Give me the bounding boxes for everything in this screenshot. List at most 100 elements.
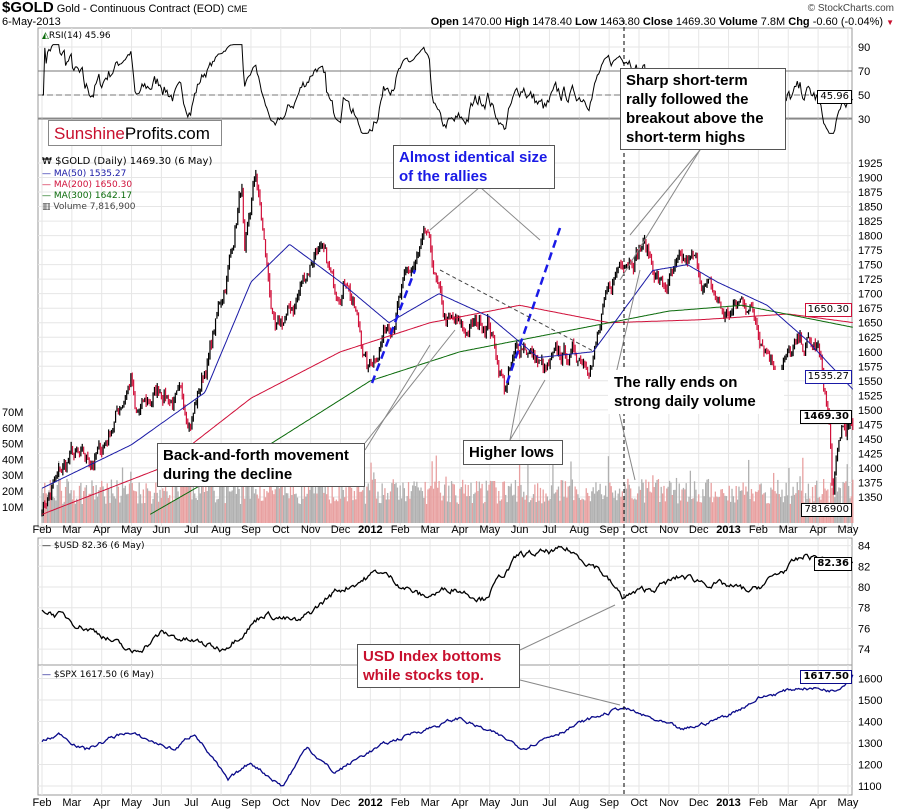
legend-ma300: — MA(300) 1642.17 [42,191,133,201]
x-tick: Jun [153,524,171,536]
spx-tick: 1300 [858,738,882,750]
x-tick: Jul [184,797,198,809]
rally-size-line [370,269,417,384]
x-tick: Apr [451,524,468,536]
x-tick: May [121,524,142,536]
usd-tag: 82.36 [814,557,852,571]
x-tick: Apr [810,797,827,809]
x-tick: Aug [570,797,590,809]
gold-tick: 1500 [858,405,882,417]
ohlc-key: High [504,16,533,28]
x-tick: Mar [779,524,798,536]
x-tick: Dec [331,524,351,536]
ohlc-key: Low [575,16,601,28]
annotation-sharp-rally: Sharp short-term rally followed the brea… [620,68,786,150]
logo-part1: Sunshine [54,124,125,143]
x-tick: Apr [93,797,110,809]
usd-tick: 80 [858,582,870,594]
x-tick: Sep [599,797,619,809]
gold-tick: 1575 [858,361,882,373]
down-arrow-icon: ▼ [886,18,894,27]
annotation-pointer [479,186,541,241]
gold-tick: 1675 [858,303,882,315]
x-tick: Mar [62,797,81,809]
usd-legend-text: $USD 82.36 (6 May) [53,541,145,551]
x-tick: Oct [272,524,289,536]
x-tick: Aug [211,524,231,536]
rsi-tick: 90 [858,42,870,54]
ohlc-value-low: 1463.80 [600,16,643,28]
ohlc-key: Chg [788,16,813,28]
gold-tick: 1800 [858,231,882,243]
spx-tick: 1200 [858,760,882,772]
sunshine-profits-logo: SunshineProfits.com [48,120,222,146]
spx-tick: 1500 [858,695,882,707]
rally-size-line [505,227,562,384]
annotation-pointer [364,344,431,451]
x-tick: 2012 [358,524,382,536]
annotation-pointer [614,269,641,379]
x-tick: Feb [391,797,410,809]
x-tick: Aug [211,797,231,809]
gold-tick: 1775 [858,245,882,257]
chart-title: $GOLD Gold - Continuous Contract (EOD) C… [2,0,247,17]
gold-tick: 1600 [858,347,882,359]
rsi-legend-text: RSI(14) 45.96 [48,31,111,41]
usd-line [41,545,854,654]
rsi-icon: ◭ [42,31,49,41]
spx-tick: 1600 [858,674,882,686]
ohlc-key: Close [642,16,676,28]
annotation-usd-bottoms: USD Index bottoms while stocks top. [357,644,520,688]
x-tick: Nov [659,797,679,809]
x-tick: Sep [599,524,619,536]
gold-tick: 1825 [858,216,882,228]
close-tag: 1469.30 [800,410,852,424]
ma200-label: MA(200) 1650.30 [53,180,133,190]
x-tick: Mar [421,524,440,536]
rsi-tag: 45.96 [817,90,852,104]
x-tick: Jun [511,524,529,536]
ma300-label: MA(300) 1642.17 [53,191,133,201]
volume-tag: 7816900 [801,503,852,517]
x-tick: Mar [421,797,440,809]
spx-line [41,674,854,787]
annotation-pointer [629,149,701,236]
gold-tick: 1550 [858,376,882,388]
x-tick: Apr [451,797,468,809]
x-tick: Sep [241,797,261,809]
x-tick: Mar [62,524,81,536]
x-tick: Oct [272,797,289,809]
volume-tick: 40M [2,454,23,466]
annotation-rally-ends: The rally ends on strong daily volume [608,370,784,414]
exchange: CME [227,4,248,14]
x-tick: May [479,797,500,809]
rsi-tick: 70 [858,66,870,78]
volume-tick: 60M [2,423,23,435]
ohlc-key: Volume [718,16,761,28]
ohlc-value-high: 1478.40 [532,16,576,28]
x-tick: Feb [33,524,52,536]
annotation-identical-rallies: Almost identical size of the rallies [393,145,555,189]
x-tick: Apr [810,524,827,536]
rsi-tick: 30 [858,114,870,126]
annotation-pointer [519,679,621,706]
ohlc-value-close: 1469.30 [675,16,719,28]
logo-part2: Profits.com [124,124,210,143]
gold-tick: 1875 [858,187,882,199]
volume-tick: 10M [2,502,23,514]
x-tick: 2013 [716,524,740,536]
spx-legend: — $SPX 1617.50 (6 May) [42,670,155,680]
legend-ma50: — MA(50) 1535.27 [42,169,127,179]
volume-tick: 20M [2,486,23,498]
trend-line [439,269,596,353]
ohlc-value-volume: 7.8M [760,16,789,28]
x-tick: 2012 [358,797,382,809]
x-tick: May [121,797,142,809]
x-tick: Dec [689,524,709,536]
gold-tick: 1375 [858,477,882,489]
brand: © StockCharts.com [807,3,894,14]
usd-tick: 84 [858,541,870,553]
spx-tick: 1400 [858,717,882,729]
annotation-pointer [509,384,521,441]
